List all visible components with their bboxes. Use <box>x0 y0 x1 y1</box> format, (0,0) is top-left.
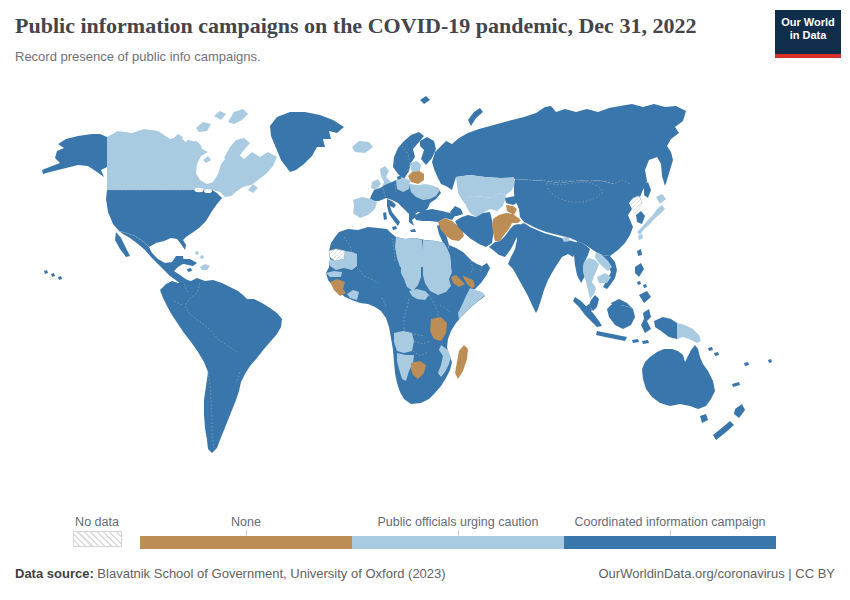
legend-segment-caution[interactable] <box>352 536 564 549</box>
country-south-america[interactable] <box>160 278 282 453</box>
world-map <box>0 85 850 515</box>
country-libya[interactable] <box>395 237 423 267</box>
country-sulawesi[interactable] <box>641 309 651 333</box>
country-borneo-id[interactable] <box>607 305 635 329</box>
country-iceland[interactable] <box>352 141 373 153</box>
country-sakhalin[interactable] <box>644 182 651 198</box>
legend-no-data-swatch[interactable] <box>73 531 122 547</box>
country-thailand[interactable] <box>583 258 599 299</box>
legend-tick <box>458 530 459 536</box>
legend-tick <box>246 530 247 536</box>
country-madagascar[interactable] <box>455 345 468 379</box>
legend-label-campaign: Coordinated information campaign <box>574 515 765 529</box>
country-north-korea[interactable] <box>631 196 642 214</box>
country-nz-south[interactable] <box>713 421 734 440</box>
legend-segment-none[interactable] <box>140 536 352 549</box>
legend-tick <box>670 530 671 536</box>
country-australia[interactable] <box>642 345 715 409</box>
country-sicily[interactable] <box>392 226 397 230</box>
chart-title: Public information campaigns on the COVI… <box>15 13 765 39</box>
country-java[interactable] <box>596 331 627 341</box>
country-jamaica[interactable] <box>187 268 192 272</box>
logo-line1: Our World <box>775 16 841 29</box>
legend-label-caution: Public officials urging caution <box>378 515 539 529</box>
country-west-new-guinea[interactable] <box>654 317 677 339</box>
legend-no-data-label: No data <box>75 515 119 529</box>
country-lesser-sunda[interactable] <box>632 339 649 344</box>
country-angola[interactable] <box>394 331 414 353</box>
country-alaska[interactable] <box>42 134 107 177</box>
country-belarus[interactable] <box>408 171 424 184</box>
country-caucasus[interactable] <box>450 206 463 216</box>
country-crete[interactable] <box>410 229 416 232</box>
credit-link[interactable]: OurWorldinData.org/coronavirus | CC BY <box>598 566 835 581</box>
country-pacific-islands[interactable] <box>708 347 772 387</box>
country-hispaniola[interactable] <box>200 264 210 270</box>
country-iran[interactable] <box>455 212 493 247</box>
country-south-korea[interactable] <box>636 211 645 224</box>
country-greenland[interactable] <box>270 112 344 172</box>
country-japan-kyushu[interactable] <box>638 234 643 240</box>
country-novaya-zemlya[interactable] <box>468 108 483 126</box>
country-png[interactable] <box>677 323 701 343</box>
country-svalbard[interactable] <box>420 96 430 104</box>
map-legend: No data None Public officials urging caut… <box>0 513 850 555</box>
country-queen-elizabeth[interactable] <box>196 111 226 132</box>
country-bahamas[interactable] <box>195 251 204 259</box>
country-nz-north[interactable] <box>734 404 745 418</box>
country-taiwan[interactable] <box>637 249 642 256</box>
legend-label-none: None <box>231 515 261 529</box>
legend-segment-campaign[interactable] <box>564 536 776 549</box>
country-southampton[interactable] <box>203 156 211 163</box>
country-italy[interactable] <box>387 199 400 226</box>
data-source-prefix: Data source: <box>15 566 94 581</box>
country-tasmania[interactable] <box>700 414 708 423</box>
country-philippines[interactable] <box>635 263 651 303</box>
country-hawaii[interactable] <box>44 270 62 280</box>
country-sardinia[interactable] <box>383 212 387 220</box>
data-source-text: Blavatnik School of Government, Universi… <box>94 566 446 581</box>
country-usa[interactable] <box>106 190 222 250</box>
logo-line2: in Data <box>775 29 841 42</box>
chart-subtitle: Record presence of public info campaigns… <box>15 49 261 64</box>
data-source: Data source: Blavatnik School of Governm… <box>15 566 446 581</box>
owid-logo[interactable]: Our World in Data <box>775 10 841 58</box>
owid-map-export: { "header": { "title": "Public informati… <box>0 0 850 600</box>
country-ellesmere[interactable] <box>228 109 248 124</box>
country-japan-hokkaido[interactable] <box>656 194 666 204</box>
